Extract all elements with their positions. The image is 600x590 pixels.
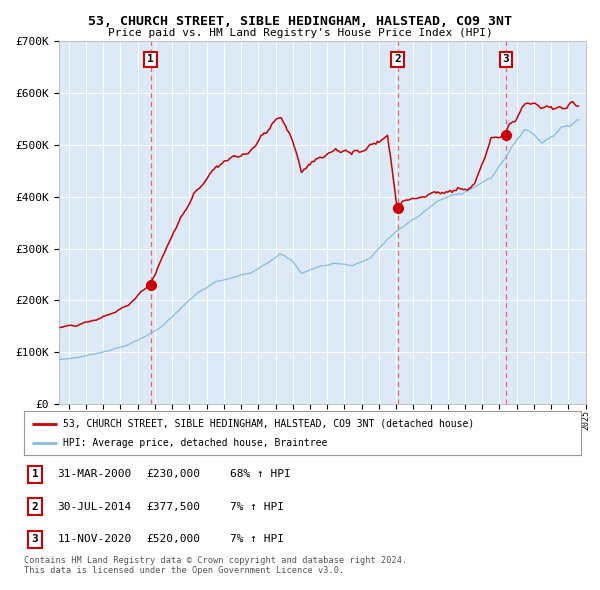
Text: 7% ↑ HPI: 7% ↑ HPI <box>230 535 284 545</box>
Text: 2: 2 <box>32 502 38 512</box>
Text: 53, CHURCH STREET, SIBLE HEDINGHAM, HALSTEAD, CO9 3NT (detached house): 53, CHURCH STREET, SIBLE HEDINGHAM, HALS… <box>63 419 474 428</box>
Text: 1: 1 <box>147 54 154 64</box>
Text: £520,000: £520,000 <box>146 535 200 545</box>
Text: 11-NOV-2020: 11-NOV-2020 <box>58 535 131 545</box>
Text: 3: 3 <box>502 54 509 64</box>
Text: HPI: Average price, detached house, Braintree: HPI: Average price, detached house, Brai… <box>63 438 328 448</box>
Text: £377,500: £377,500 <box>146 502 200 512</box>
Text: 30-JUL-2014: 30-JUL-2014 <box>58 502 131 512</box>
Text: Contains HM Land Registry data © Crown copyright and database right 2024.: Contains HM Land Registry data © Crown c… <box>24 556 407 565</box>
Text: £230,000: £230,000 <box>146 469 200 479</box>
Text: This data is licensed under the Open Government Licence v3.0.: This data is licensed under the Open Gov… <box>24 566 344 575</box>
Text: 53, CHURCH STREET, SIBLE HEDINGHAM, HALSTEAD, CO9 3NT: 53, CHURCH STREET, SIBLE HEDINGHAM, HALS… <box>88 15 512 28</box>
Text: 31-MAR-2000: 31-MAR-2000 <box>58 469 131 479</box>
Text: 3: 3 <box>32 535 38 545</box>
Text: Price paid vs. HM Land Registry's House Price Index (HPI): Price paid vs. HM Land Registry's House … <box>107 28 493 38</box>
Text: 7% ↑ HPI: 7% ↑ HPI <box>230 502 284 512</box>
Text: 1: 1 <box>32 469 38 479</box>
Text: 68% ↑ HPI: 68% ↑ HPI <box>230 469 291 479</box>
Text: 2: 2 <box>394 54 401 64</box>
